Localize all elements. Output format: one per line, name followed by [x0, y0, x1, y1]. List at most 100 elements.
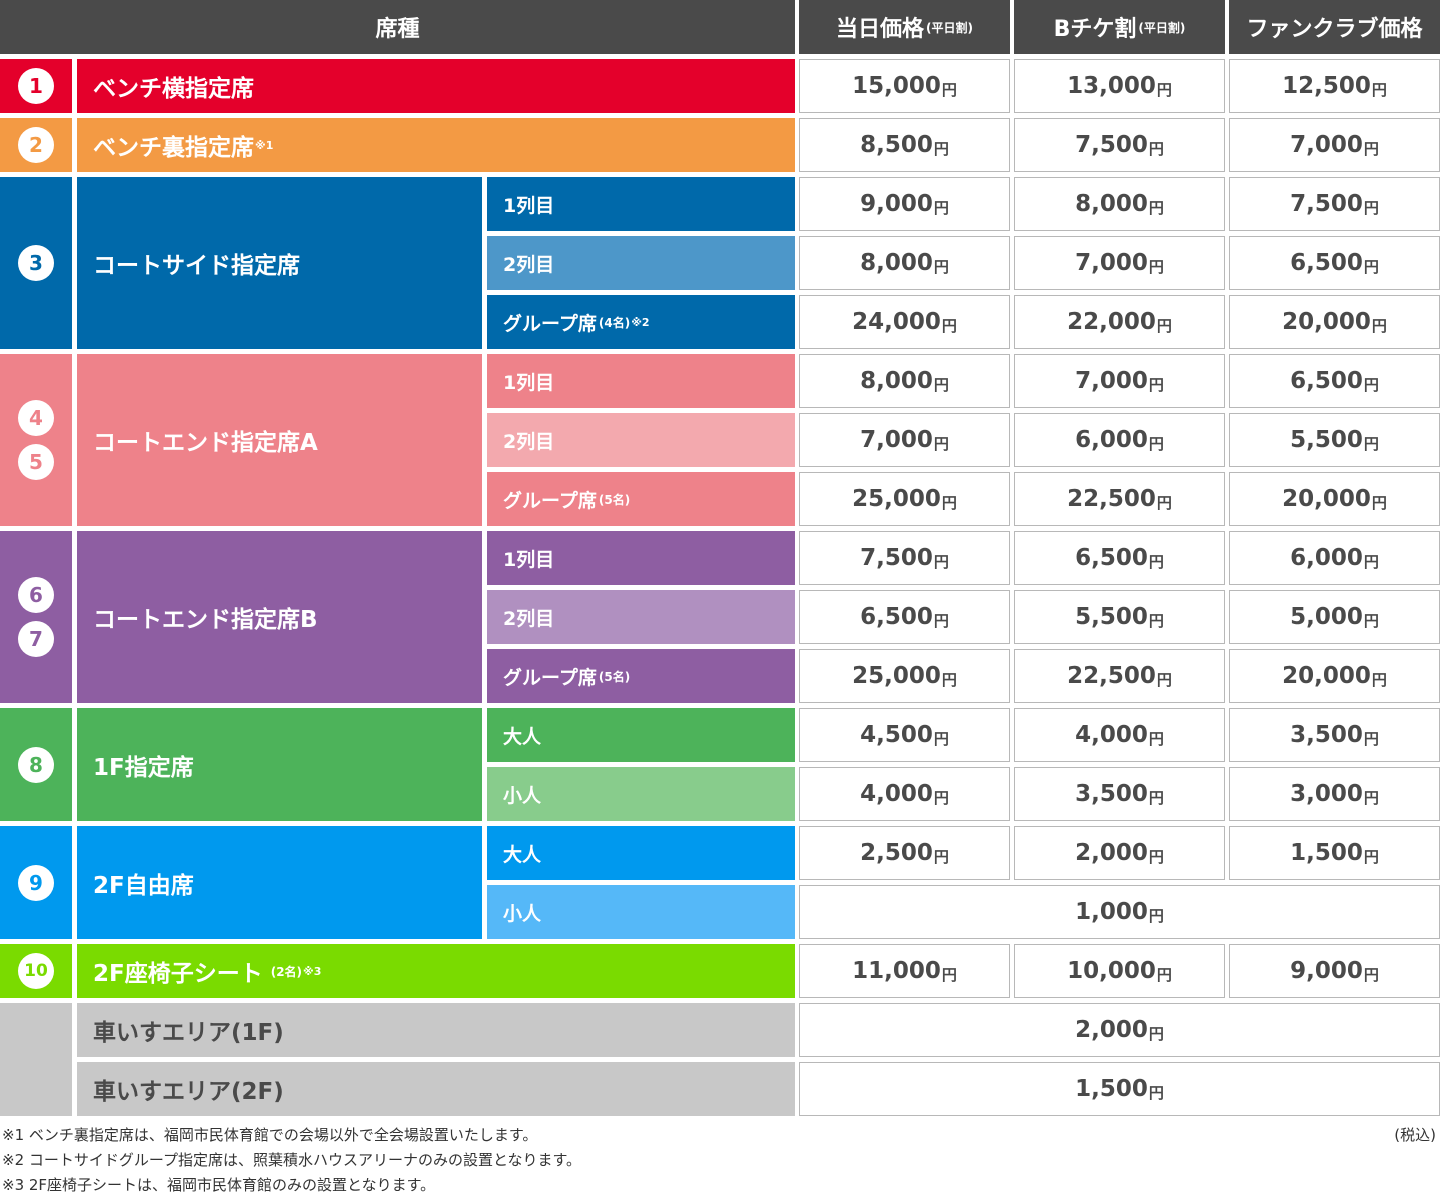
yen-unit: 円: [933, 611, 949, 630]
yen-unit: 円: [1363, 375, 1379, 394]
price-value: 6,000: [1075, 427, 1148, 453]
header-bticket-price: Bチケ割 (平日割): [1014, 0, 1225, 54]
price-cell: 9,000 円: [1229, 944, 1440, 998]
seat-label-end-a: コートエンド指定席A: [77, 354, 482, 526]
price-value: 4,000: [1075, 722, 1148, 748]
yen-unit: 円: [941, 493, 957, 512]
price-value: 3,000: [1290, 781, 1363, 807]
price-value: 6,500: [1075, 545, 1148, 571]
price-cell: 5,500 円: [1014, 590, 1225, 644]
price-value: 6,500: [1290, 368, 1363, 394]
yen-unit: 円: [1363, 198, 1379, 217]
price-value: 8,000: [1075, 191, 1148, 217]
price-cell: 2,500 円: [799, 826, 1010, 880]
footnote-2: ※2 コートサイドグループ指定席は、照葉積水ハウスアリーナのみの設置となります。: [2, 1151, 582, 1169]
price-value: 4,000: [860, 781, 933, 807]
footnote-3: ※3 2F座椅子シートは、福岡市民体育館のみの設置となります。: [2, 1176, 436, 1194]
yen-unit: 円: [1148, 552, 1164, 571]
price-value: 20,000: [1282, 663, 1371, 689]
price-cell: 1,500 円: [799, 1062, 1440, 1116]
yen-unit: 円: [1148, 611, 1164, 630]
seat-number-badge: 5: [18, 444, 54, 480]
yen-unit: 円: [1363, 257, 1379, 276]
yen-unit: 円: [1148, 847, 1164, 866]
yen-unit: 円: [1363, 965, 1379, 984]
yen-unit: 円: [941, 316, 957, 335]
price-cell: 7,000 円: [1014, 236, 1225, 290]
row-number-cell: 6 7: [0, 531, 72, 703]
price-cell: 2,000 円: [799, 1003, 1440, 1057]
price-cell: 8,000 円: [1014, 177, 1225, 231]
seat-number-badge: 4: [18, 400, 54, 436]
row-number-cell: 10: [0, 944, 72, 998]
price-value: 25,000: [852, 663, 941, 689]
price-cell: 7,500 円: [1014, 118, 1225, 172]
yen-unit: 円: [1363, 434, 1379, 453]
yen-unit: 円: [941, 965, 957, 984]
price-cell: 10,000 円: [1014, 944, 1225, 998]
price-value: 11,000: [852, 958, 941, 984]
price-cell: 8,000 円: [799, 236, 1010, 290]
yen-unit: 円: [1363, 729, 1379, 748]
seat-number-badge: 9: [18, 864, 54, 901]
price-cell: 1,000 円: [799, 885, 1440, 939]
price-value: 6,500: [1290, 250, 1363, 276]
price-value: 20,000: [1282, 486, 1371, 512]
price-cell: 4,000 円: [1014, 708, 1225, 762]
sub-label-child: 小人: [487, 885, 795, 939]
price-value: 8,000: [860, 368, 933, 394]
yen-unit: 円: [1156, 493, 1172, 512]
yen-unit: 円: [1156, 80, 1172, 99]
price-value: 2,500: [860, 840, 933, 866]
yen-unit: 円: [1363, 552, 1379, 571]
seat-label-bench-back: ベンチ裏指定席 ※1: [77, 118, 795, 172]
yen-unit: 円: [1371, 670, 1387, 689]
price-cell: 20,000 円: [1229, 649, 1440, 703]
yen-unit: 円: [933, 729, 949, 748]
seat-number-badge: 8: [18, 746, 54, 783]
yen-unit: 円: [1371, 493, 1387, 512]
row-number-cell: 4 5: [0, 354, 72, 526]
seat-label-1f: 1F指定席: [77, 708, 482, 821]
price-cell: 20,000 円: [1229, 295, 1440, 349]
price-cell: 3,500 円: [1014, 767, 1225, 821]
price-value: 7,000: [1075, 250, 1148, 276]
yen-unit: 円: [1156, 670, 1172, 689]
price-cell: 25,000 円: [799, 649, 1010, 703]
sub-label-row2: 2列目: [487, 590, 795, 644]
price-cell: 22,000 円: [1014, 295, 1225, 349]
yen-unit: 円: [1148, 906, 1164, 925]
seat-number-badge: 10: [18, 953, 54, 989]
price-value: 2,000: [1075, 840, 1148, 866]
seat-number-badge: 1: [18, 68, 54, 104]
price-cell: 1,500 円: [1229, 826, 1440, 880]
yen-unit: 円: [1363, 611, 1379, 630]
seat-label-2f: 2F自由席: [77, 826, 482, 939]
price-value: 7,500: [1075, 132, 1148, 158]
price-cell: 8,500 円: [799, 118, 1010, 172]
yen-unit: 円: [1148, 434, 1164, 453]
yen-unit: 円: [1371, 316, 1387, 335]
price-cell: 9,000 円: [799, 177, 1010, 231]
row-number-cell: 9: [0, 826, 72, 939]
row-number-cell: 2: [0, 118, 72, 172]
price-value: 7,000: [1075, 368, 1148, 394]
row-number-cell: 3: [0, 177, 72, 349]
price-cell: 5,500 円: [1229, 413, 1440, 467]
header-seat-type: 席種: [0, 0, 795, 54]
price-cell: 6,500 円: [1014, 531, 1225, 585]
price-cell: 13,000 円: [1014, 59, 1225, 113]
price-value: 4,500: [860, 722, 933, 748]
price-cell: 22,500 円: [1014, 649, 1225, 703]
price-cell: 8,000 円: [799, 354, 1010, 408]
price-value: 24,000: [852, 309, 941, 335]
price-value: 22,000: [1067, 309, 1156, 335]
price-value: 5,500: [1075, 604, 1148, 630]
yen-unit: 円: [1148, 1024, 1164, 1043]
price-value: 22,500: [1067, 486, 1156, 512]
yen-unit: 円: [1363, 788, 1379, 807]
seat-label-courtside: コートサイド指定席: [77, 177, 482, 349]
yen-unit: 円: [933, 139, 949, 158]
seat-label-chair-seat: 2F座椅子シート (2名) ※3: [77, 944, 795, 998]
seat-number-badge: 7: [18, 621, 54, 657]
